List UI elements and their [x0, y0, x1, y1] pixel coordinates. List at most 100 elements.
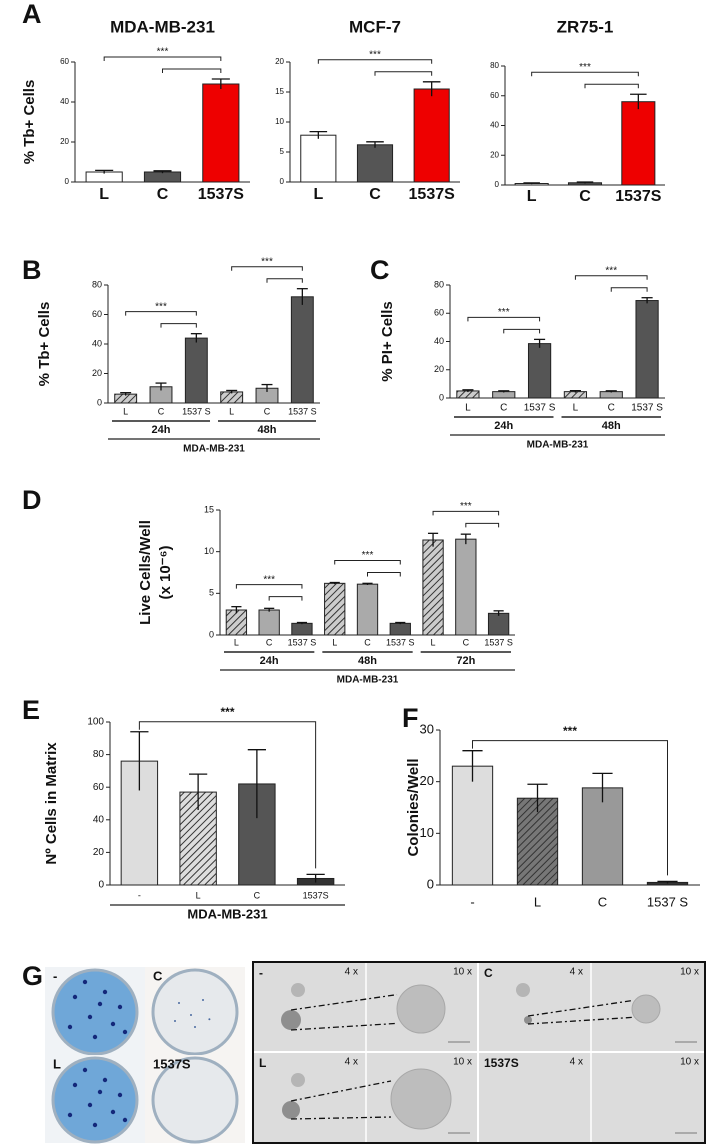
x-axis-label: MDA-MB-231	[527, 440, 589, 451]
x-tick-label: 1537S	[303, 890, 329, 900]
x-tick-label: 1537 S	[182, 406, 211, 416]
error-bar	[630, 93, 647, 110]
bar	[290, 296, 314, 404]
x-tick-label: C	[364, 637, 371, 647]
error-bar	[296, 288, 308, 305]
y-tick-label: 0	[97, 397, 102, 407]
y-tick-label: 40	[434, 336, 444, 346]
significance-label: ***	[563, 724, 577, 738]
x-tick-label: L	[465, 403, 471, 414]
y-tick-label: 80	[92, 279, 102, 289]
y-tick-label: 60	[92, 309, 102, 319]
x-tick-label: C	[500, 403, 507, 414]
y-tick-label: 0	[280, 177, 285, 186]
y-axis-label: % PI+ Cells	[379, 301, 396, 381]
y-tick-label: 80	[490, 61, 499, 70]
bar	[621, 101, 656, 186]
y-tick-label: 80	[434, 279, 444, 289]
colony	[396, 984, 446, 1034]
error-bar	[296, 621, 308, 625]
dish-label: -	[53, 968, 57, 983]
colony	[281, 1010, 301, 1030]
significance-bracket: ***	[231, 256, 303, 283]
y-tick-label: 0	[98, 880, 104, 891]
zoom-line	[290, 1080, 392, 1120]
chart-title: MDA-MB-231	[110, 17, 215, 36]
y-axis-label: % Tb+ Cells	[36, 302, 53, 387]
significance-label: ***	[579, 62, 591, 73]
x-tick-label: 1537 S	[647, 894, 689, 909]
bar	[635, 300, 659, 399]
y-tick-label: 15	[275, 87, 284, 96]
x-tick-label: 1537 S	[288, 406, 317, 416]
y-tick-label: 60	[93, 782, 105, 793]
error-bar	[247, 749, 266, 819]
significance-bracket: ***	[472, 724, 668, 876]
bar	[184, 337, 208, 404]
error-bar	[155, 382, 167, 391]
y-tick-label: 60	[490, 91, 499, 100]
x-tick-label: C	[264, 406, 271, 416]
significance-label: ***	[155, 301, 167, 312]
y-tick-label: 20	[434, 364, 444, 374]
y-tick-label: 40	[92, 338, 102, 348]
bar	[487, 612, 510, 636]
y-tick-label: 0	[439, 392, 444, 402]
significance-label: ***	[261, 256, 273, 267]
x-axis-label: MDA-MB-231	[183, 444, 245, 455]
micrograph-label: C	[484, 966, 493, 980]
x-tick-label: L	[534, 894, 541, 909]
colony-dish	[45, 967, 145, 1056]
error-bar	[261, 383, 273, 392]
y-tick-label: 60	[60, 57, 69, 66]
bar	[455, 538, 477, 636]
x-axis-label: MDA-MB-231	[187, 906, 267, 921]
y-tick-label: 80	[93, 749, 105, 760]
significance-bracket: ***	[317, 49, 433, 76]
colony	[516, 983, 530, 997]
bar	[413, 88, 450, 183]
x-tick-label: C	[579, 188, 591, 205]
y-axis-unit: (x 10⁻⁶)	[157, 545, 174, 599]
zoom-line	[527, 999, 633, 1025]
y-tick-label: 20	[490, 150, 499, 159]
colony	[291, 1073, 305, 1087]
error-bar	[120, 392, 132, 396]
bar	[291, 622, 313, 636]
error-bar	[605, 390, 617, 393]
y-tick-label: 10	[275, 117, 284, 126]
y-tick-label: 60	[434, 308, 444, 318]
panel-label: B	[22, 255, 42, 285]
significance-bracket: ***	[574, 265, 648, 292]
panel-label: D	[22, 485, 42, 515]
error-bar	[306, 873, 325, 883]
significance-label: ***	[605, 265, 617, 276]
significance-label: ***	[460, 501, 472, 512]
x-tick-label: C	[158, 406, 165, 416]
significance-label: ***	[157, 47, 169, 58]
x-tick-label: 1537 S	[484, 637, 513, 647]
error-bar	[264, 607, 275, 612]
error-bar	[641, 297, 653, 304]
panel-label: G	[22, 961, 43, 991]
y-tick-label: 0	[495, 180, 500, 189]
bar	[220, 391, 244, 404]
error-bar	[569, 390, 581, 393]
y-tick-label: 30	[420, 721, 434, 736]
significance-label: ***	[263, 574, 275, 585]
colony	[524, 1016, 532, 1024]
y-tick-label: 20	[92, 368, 102, 378]
bar	[527, 343, 552, 399]
error-bar	[190, 333, 202, 343]
significance-bracket: ***	[235, 574, 303, 601]
zoom-line	[290, 993, 398, 1031]
bar	[516, 797, 559, 886]
error-bar	[362, 582, 373, 585]
magnification-label: 4 x	[570, 967, 583, 978]
error-bar	[329, 581, 340, 585]
y-tick-label: 20	[420, 773, 434, 788]
x-tick-label: -	[470, 894, 474, 909]
error-bar	[576, 181, 594, 184]
magnification-label: 10 x	[453, 967, 472, 978]
error-bar	[153, 170, 172, 174]
